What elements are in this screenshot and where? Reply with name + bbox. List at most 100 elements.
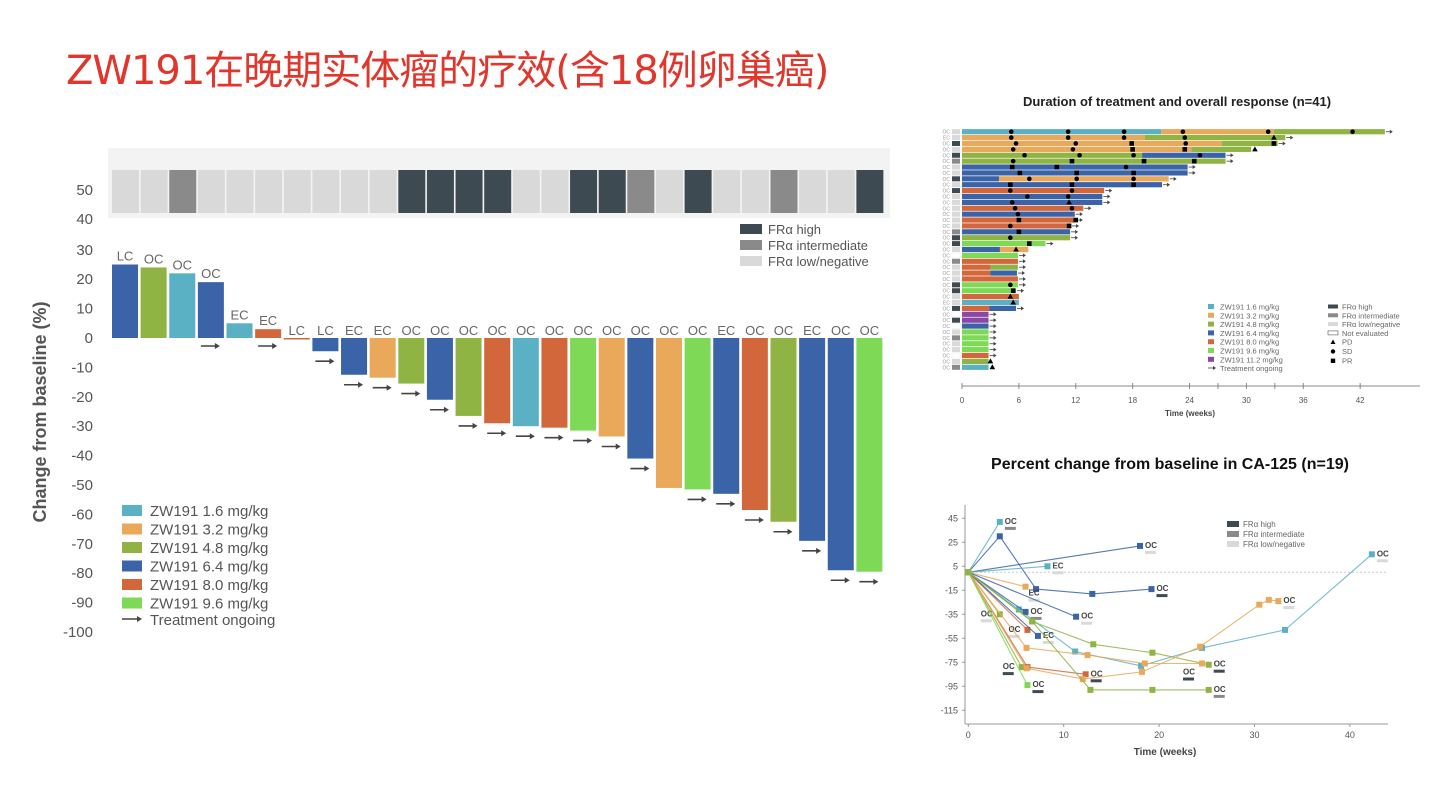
waterfall-bar — [112, 264, 138, 338]
ongoing-arrow — [1071, 235, 1079, 240]
arrow-head — [443, 406, 449, 413]
sd-marker — [1008, 135, 1014, 140]
series-fra-tag — [1145, 550, 1157, 554]
treatment-segment — [962, 134, 1145, 141]
y-tick-label: -90 — [71, 595, 93, 612]
fra-cell — [283, 170, 311, 213]
series-fra-tag — [1081, 621, 1093, 625]
waterfall-bar — [827, 338, 854, 571]
dose-legend-label: ZW191 1.6 mg/kg — [150, 503, 268, 520]
sd-marker — [1265, 129, 1271, 134]
ca125-point — [1033, 586, 1040, 593]
pd-marker — [1013, 246, 1019, 252]
waterfall-bar — [799, 338, 826, 541]
arrow-head — [1022, 259, 1026, 264]
dose-legend-swatch — [1208, 312, 1214, 318]
dose-legend-label: ZW191 11.2 mg/kg — [1220, 355, 1283, 364]
arrow-head — [993, 324, 997, 329]
fra-cell — [952, 135, 960, 141]
arrow-head — [214, 343, 220, 349]
fra-cell — [799, 170, 827, 213]
waterfall-bar — [226, 323, 253, 338]
waterfall-bar — [169, 273, 196, 338]
ongoing-arrow — [989, 329, 997, 334]
ongoing-arrow — [1385, 129, 1393, 134]
fra-cell — [952, 182, 960, 188]
pr-marker — [1074, 170, 1080, 176]
waterfall-bar — [655, 338, 682, 488]
tumor-label: EC — [374, 323, 392, 338]
fra-cell — [952, 176, 960, 182]
fra-legend-label: FRα high — [1243, 520, 1276, 529]
ongoing-arrow — [1163, 182, 1171, 187]
series-fra-tag — [1008, 634, 1020, 638]
treatment-segment — [962, 258, 1018, 264]
pr-marker — [1191, 158, 1197, 164]
y-tick-label: 10 — [76, 301, 93, 318]
y-tick-label: -115 — [941, 705, 958, 715]
ca125-point — [965, 569, 972, 576]
ca125-line — [967, 571, 1026, 613]
arrow-head — [1389, 129, 1393, 134]
pr-marker — [1069, 182, 1075, 188]
arrow-head — [529, 433, 535, 440]
ongoing-arrow — [989, 347, 997, 352]
series-fra-tag — [1030, 616, 1042, 620]
ca125-point — [996, 611, 1003, 618]
series-fra-tag — [1376, 559, 1388, 563]
fra-cell — [952, 329, 960, 335]
pr-marker — [1130, 147, 1135, 152]
waterfall-bar — [684, 338, 711, 490]
treatment-segment — [962, 140, 1222, 147]
pr-marker — [1129, 141, 1134, 146]
pd-marker — [989, 364, 996, 370]
treatment-segment — [998, 176, 1169, 182]
ongoing-arrow — [859, 578, 879, 585]
dose-legend-label: ZW191 6.4 mg/kg — [1220, 329, 1279, 338]
arrow-head — [1107, 194, 1111, 199]
series-fra-tag — [1032, 690, 1044, 694]
treatment-segment — [1273, 129, 1385, 135]
pr-marker — [1054, 164, 1060, 170]
response-legend-label: SD — [1342, 347, 1353, 356]
series-fra-tag — [1004, 526, 1016, 530]
arrow-head — [472, 422, 478, 429]
y-tick-label: -15 — [945, 585, 958, 595]
arrow-head — [1173, 176, 1177, 181]
pr-marker — [1271, 141, 1277, 146]
sd-marker — [1180, 129, 1186, 134]
dose-legend-label: ZW191 1.6 mg/kg — [1220, 303, 1279, 312]
ongoing-arrow — [1103, 194, 1111, 199]
arrow-head — [1050, 241, 1054, 246]
ongoing-arrow — [1075, 212, 1083, 217]
fra-legend-label: FRα low/negative — [768, 254, 869, 269]
sd-marker — [1008, 235, 1013, 241]
arrow-head — [137, 616, 142, 622]
ca125-point — [1148, 586, 1155, 593]
ongoing-arrow — [1017, 306, 1025, 311]
arrow-head — [1282, 141, 1286, 146]
row-tumor-label: OC — [943, 277, 951, 283]
y-axis-title: Change from baseline (%) — [30, 301, 50, 522]
treatment-segment — [990, 264, 1018, 270]
dose-legend-swatch — [1208, 321, 1214, 327]
ca125-point — [1024, 682, 1031, 689]
row-tumor-label: OC — [943, 212, 951, 218]
row-tumor-label: OC — [943, 189, 951, 195]
arrow-head — [1192, 170, 1196, 175]
arrow-head — [1192, 165, 1196, 170]
ongoing-arrow — [1169, 176, 1177, 181]
y-tick-label: -100 — [63, 624, 93, 641]
arrow-head — [844, 577, 850, 584]
x-tick-label: 30 — [1242, 396, 1251, 405]
y-tick-label: -30 — [71, 418, 93, 435]
fra-legend-swatch — [1328, 322, 1338, 327]
waterfall-bar — [369, 338, 396, 378]
fra-legend-swatch — [740, 240, 762, 250]
ongoing-arrow — [372, 384, 392, 391]
ca125-line — [968, 545, 1141, 573]
series-fra-tag — [1283, 606, 1295, 610]
ca125-point — [1023, 665, 1030, 672]
dose-legend-swatch — [1208, 348, 1214, 353]
fra-cell — [684, 170, 712, 213]
